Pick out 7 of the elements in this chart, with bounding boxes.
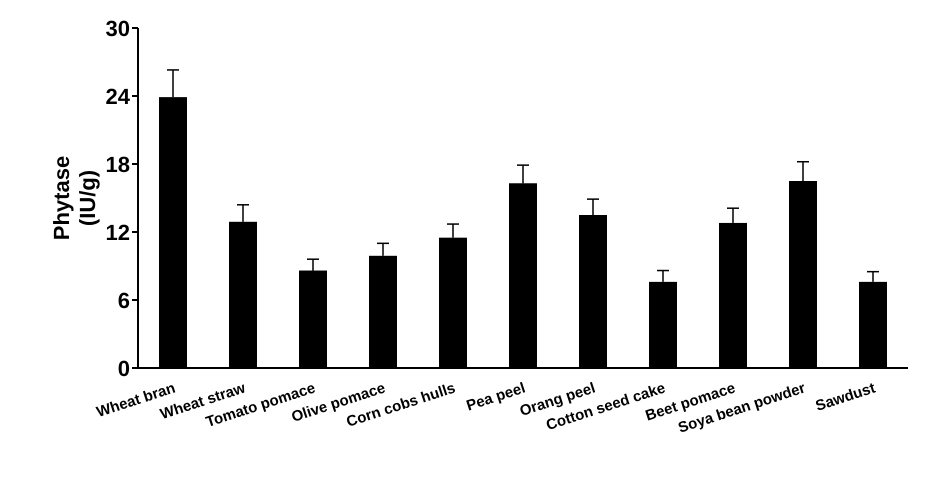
- y-tick-label: 12: [106, 220, 130, 245]
- y-tick-label: 0: [118, 356, 130, 381]
- y-tick-label: 30: [106, 16, 130, 41]
- y-axis-title: Phytase (IU/g): [49, 156, 100, 240]
- y-tick-label: 6: [118, 288, 130, 313]
- y-tick-label: 24: [106, 84, 131, 109]
- y-tick-label: 18: [106, 152, 130, 177]
